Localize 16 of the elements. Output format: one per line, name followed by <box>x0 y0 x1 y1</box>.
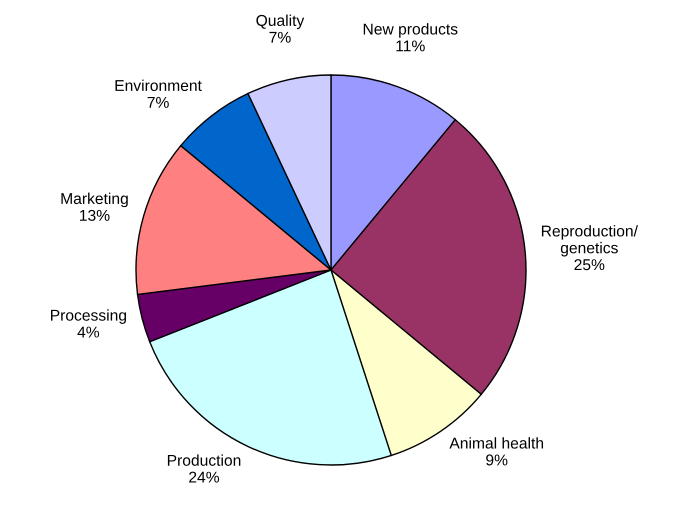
data-label: 9% <box>486 454 508 466</box>
data-label: 4% <box>77 326 100 338</box>
data-label: 7% <box>148 96 169 108</box>
data-label: 24% <box>189 472 220 483</box>
slice-label: New products <box>364 23 458 38</box>
data-label: 13% <box>80 210 110 221</box>
slice-label: Production <box>168 454 240 466</box>
data-label: 7% <box>269 32 291 43</box>
data-label: 25% <box>574 259 604 270</box>
data-label: 11% <box>396 40 425 52</box>
slice-label: Processing <box>51 309 126 324</box>
slice-label: Marketing <box>61 192 128 208</box>
slice-label: Animal health <box>449 437 544 449</box>
slice-label: Quality <box>256 14 304 30</box>
slice-label: Environment <box>115 80 202 92</box>
slice-label: Reproduction/ genetics <box>542 225 638 256</box>
